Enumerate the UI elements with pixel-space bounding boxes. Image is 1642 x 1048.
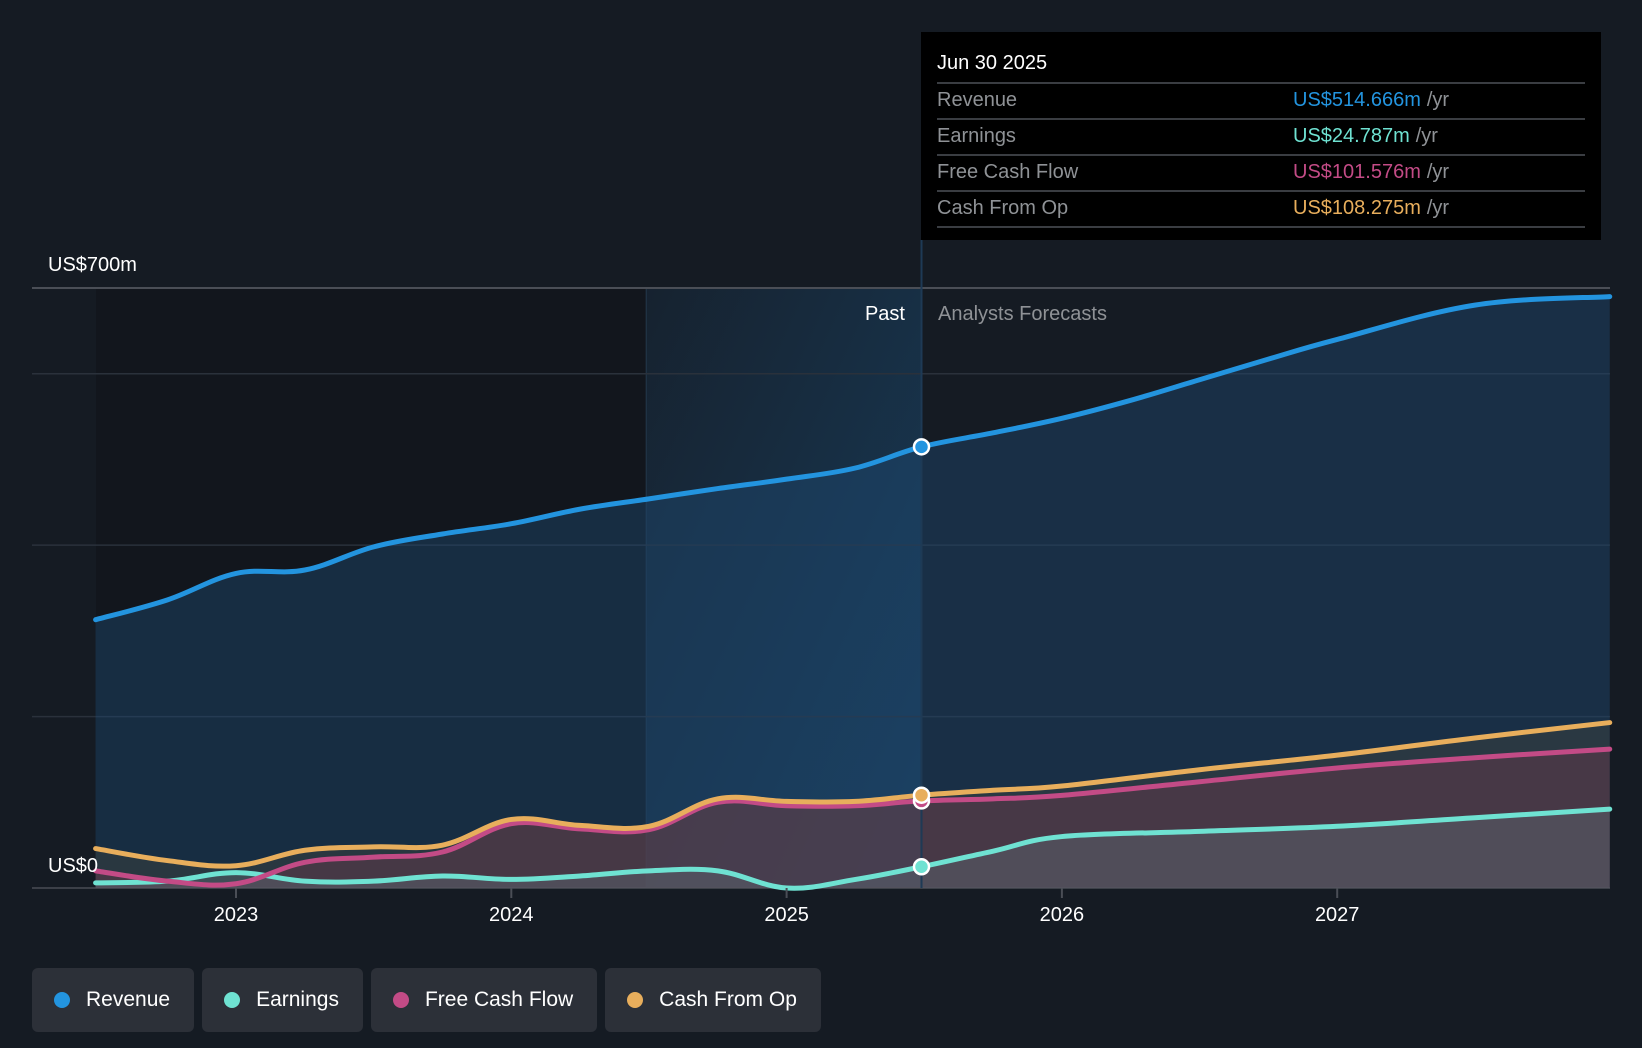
point-revenue [912, 438, 931, 456]
tooltip-row-value: US$514.666m [1293, 89, 1421, 111]
x-tick-label: 2024 [489, 904, 534, 926]
tooltip-row-unit: /yr [1426, 161, 1450, 183]
x-tick-label: 2023 [214, 904, 259, 926]
y-axis-max-label: US$700m [48, 254, 137, 276]
legend-label: Revenue [86, 988, 171, 1011]
highlight-region [646, 288, 922, 888]
cash-from-op-dot-icon [627, 992, 644, 1008]
tooltip-row-name: Cash From Op [937, 197, 1069, 219]
area-free-cash-flow [95, 749, 1610, 888]
line-revenue [93, 294, 1613, 623]
tooltip-date: Jun 30 2025 [937, 46, 1585, 84]
legend-item-cash-from-op[interactable]: Cash From Op [605, 968, 821, 1032]
legend-item-revenue[interactable]: Revenue [32, 968, 195, 1032]
earnings-dot-icon [224, 992, 241, 1008]
point-earnings [912, 858, 931, 876]
tooltip-row-name: Earnings [937, 125, 1016, 147]
legend: Revenue Earnings Free Cash Flow Cash Fro… [32, 968, 821, 1032]
x-tick-label: 2027 [1315, 904, 1360, 926]
tooltip-row-cash-from-op: Cash From Op US$108.275m /yr [937, 192, 1585, 228]
tooltip-row-free-cash-flow: Free Cash Flow US$101.576m /yr [937, 156, 1585, 192]
legend-item-free-cash-flow[interactable]: Free Cash Flow [370, 968, 598, 1032]
tooltip-row-value: US$24.787m [1293, 125, 1410, 147]
tooltip-row-unit: /yr [1426, 89, 1450, 111]
tooltip-row-value: US$108.275m [1293, 197, 1421, 219]
tooltip-row-revenue: Revenue US$514.666m /yr [937, 84, 1585, 120]
legend-label: Earnings [256, 988, 339, 1011]
past-label: Past [865, 303, 905, 325]
tooltip-row-name: Revenue [937, 89, 1018, 111]
free-cash-flow-dot-icon [392, 992, 409, 1008]
area-revenue [95, 296, 1610, 889]
point-cash-from-op [912, 786, 931, 804]
legend-label: Cash From Op [659, 988, 797, 1011]
revenue-dot-icon [54, 992, 70, 1008]
tooltip-row-earnings: Earnings US$24.787m /yr [937, 120, 1585, 156]
tooltip-row-unit: /yr [1415, 125, 1438, 147]
x-tick-label: 2026 [1040, 904, 1085, 926]
line-cash-from-op [93, 720, 1613, 869]
area-earnings [95, 809, 1610, 889]
line-free-cash-flow [93, 746, 1613, 888]
legend-item-earnings[interactable]: Earnings [202, 968, 363, 1032]
legend-label: Free Cash Flow [424, 988, 574, 1011]
y-axis-min-label: US$0 [48, 855, 98, 877]
line-earnings [93, 806, 1613, 891]
tooltip-row-value: US$101.576m [1293, 161, 1421, 183]
tooltip-row-unit: /yr [1426, 197, 1450, 219]
tooltip: Jun 30 2025 Revenue US$514.666m /yr Earn… [921, 32, 1601, 240]
tooltip-row-name: Free Cash Flow [937, 161, 1079, 183]
x-tick-label: 2025 [764, 904, 809, 926]
forecast-label: Analysts Forecasts [938, 303, 1107, 325]
